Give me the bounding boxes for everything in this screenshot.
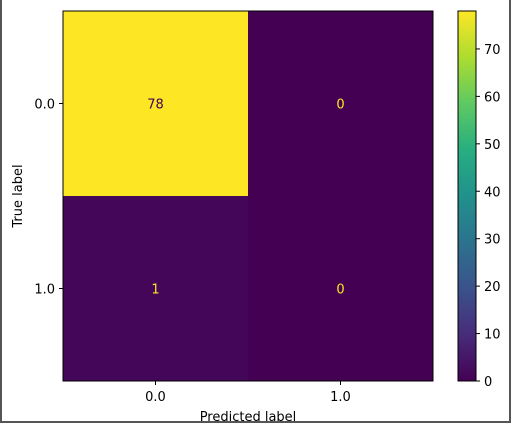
colorbar-tick-label: 10 (484, 328, 501, 343)
x-axis-label: Predicted label (200, 410, 297, 425)
cell-value-r0-c0: 78 (147, 98, 164, 113)
colorbar-tick-label: 50 (484, 138, 501, 153)
colorbar-ticks: 0 10 20 30 40 50 60 70 (476, 43, 501, 390)
plot-frame (62, 10, 434, 382)
cell-value-r1-c1: 0 (336, 283, 344, 298)
x-axis-ticks: 0.0 1.0 (145, 381, 351, 405)
matrix-cell-labels: 78 0 1 0 (147, 98, 344, 298)
matrix-cells (63, 11, 433, 381)
colorbar-frame (457, 10, 477, 382)
colorbar (458, 11, 476, 381)
x-tick-label: 1.0 (330, 390, 351, 405)
cell-value-r1-c0: 1 (151, 283, 159, 298)
matrix-cell-r0-c0 (63, 11, 248, 196)
y-axis-label: True label (11, 164, 26, 228)
y-tick-label: 0.0 (34, 98, 55, 113)
y-tick-label: 1.0 (34, 283, 55, 298)
colorbar-tick-label: 0 (484, 375, 492, 390)
matrix-cell-r1-c1 (248, 196, 433, 381)
y-axis-ticks: 0.0 1.0 (34, 98, 63, 298)
cell-value-r0-c1: 0 (336, 98, 344, 113)
colorbar-tick-label: 40 (484, 185, 501, 200)
colorbar-tick-label: 60 (484, 90, 501, 105)
colorbar-tick-label: 30 (484, 233, 501, 248)
matrix-cell-r0-c1 (248, 11, 433, 196)
x-tick-label: 0.0 (145, 390, 166, 405)
colorbar-tick-label: 70 (484, 43, 501, 58)
matrix-cell-r1-c0 (63, 196, 248, 381)
colorbar-tick-label: 20 (484, 280, 501, 295)
